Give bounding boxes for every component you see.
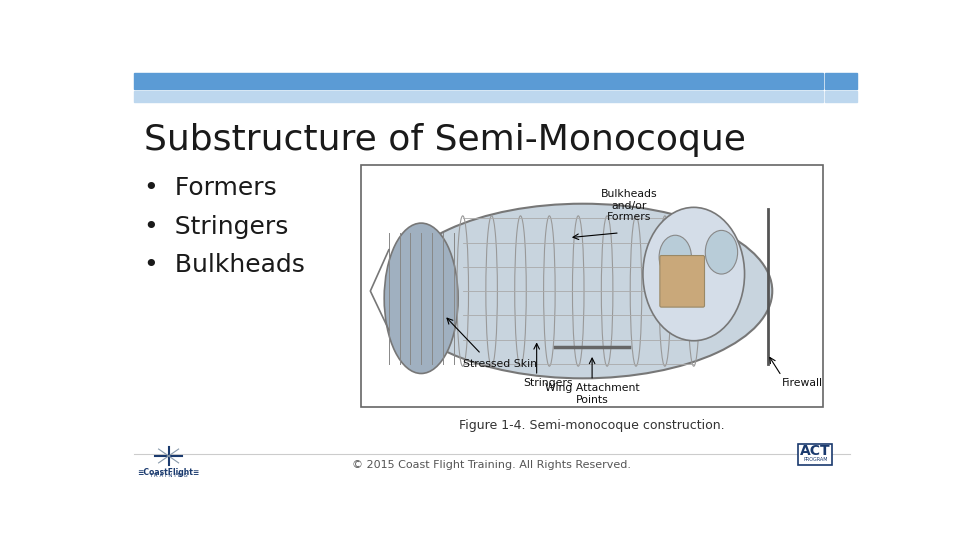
Bar: [134, 72, 823, 90]
Text: T R A I N I N G: T R A I N I N G: [149, 473, 188, 478]
Ellipse shape: [384, 223, 458, 374]
Ellipse shape: [706, 231, 737, 274]
FancyBboxPatch shape: [660, 255, 705, 307]
Ellipse shape: [660, 235, 691, 279]
Ellipse shape: [394, 204, 772, 379]
Bar: [799, 444, 832, 465]
Text: Bulkheads
and/or
Formers: Bulkheads and/or Formers: [601, 189, 658, 222]
Bar: [134, 91, 823, 102]
Text: Firewall: Firewall: [781, 379, 823, 388]
Text: Figure 1-4. Semi-monocoque construction.: Figure 1-4. Semi-monocoque construction.: [459, 419, 725, 432]
Text: © 2015 Coast Flight Training. All Rights Reserved.: © 2015 Coast Flight Training. All Rights…: [352, 460, 632, 470]
Text: Wing Attachment
Points: Wing Attachment Points: [544, 383, 639, 405]
Text: •  Stringers: • Stringers: [144, 215, 288, 239]
Text: ≡CoastFlight≡: ≡CoastFlight≡: [137, 468, 200, 477]
Text: Substructure of Semi-Monocoque: Substructure of Semi-Monocoque: [144, 123, 746, 157]
Bar: [825, 91, 857, 102]
Bar: [825, 72, 857, 90]
Text: •  Bulkheads: • Bulkheads: [144, 253, 305, 278]
Text: ACT: ACT: [800, 443, 830, 457]
Text: PROGRAM: PROGRAM: [804, 457, 828, 462]
Text: •  Formers: • Formers: [144, 177, 276, 200]
Ellipse shape: [643, 207, 745, 341]
Bar: [361, 165, 823, 408]
Text: Stressed Skin: Stressed Skin: [463, 359, 537, 369]
Text: Stringers: Stringers: [523, 379, 572, 388]
